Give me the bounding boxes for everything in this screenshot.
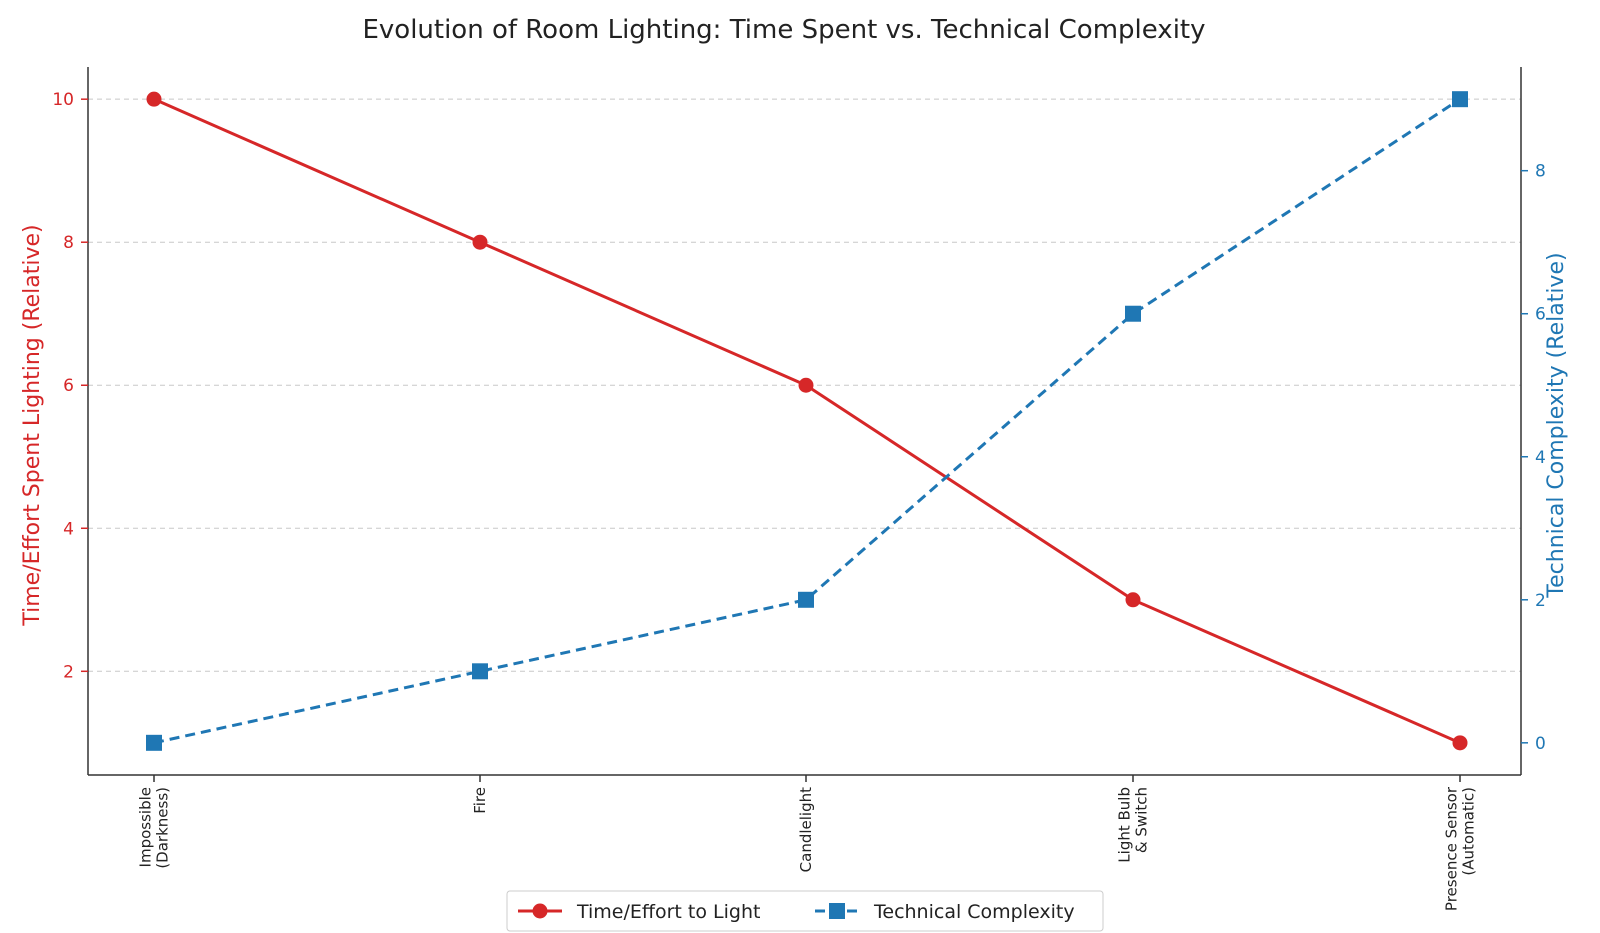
legend-label: Time/Effort to Light <box>576 901 760 923</box>
x-tick-label-line: (Darkness) <box>154 787 172 869</box>
y-right-tick-label: 0 <box>1535 734 1546 754</box>
data-point <box>146 734 162 751</box>
legend-item: Technical Complexity <box>815 901 1075 923</box>
y-left-tick-label: 10 <box>52 90 74 110</box>
ticks: 2 4 6 8 10 0 2 4 6 8 Impossible (Darkness) Fire Candl… <box>52 90 1545 911</box>
x-tick-label-line: (Automatic) <box>1460 787 1478 876</box>
legend-swatch-marker <box>532 903 548 919</box>
x-tick-label-line: Candlelight <box>797 787 815 872</box>
series-line <box>153 97 1461 745</box>
grid <box>88 98 1521 672</box>
data-point <box>1452 91 1468 108</box>
y-right-tick-label: 4 <box>1535 448 1546 468</box>
data-point <box>1452 735 1468 751</box>
y-left-tick-label: 2 <box>63 662 74 682</box>
x-tick-label-line: & Switch <box>1133 787 1151 853</box>
x-tick-label: Candlelight <box>797 787 815 872</box>
y-right-tick-label: 6 <box>1535 305 1546 325</box>
legend: Time/Effort to Light Technical Complexity <box>506 890 1104 932</box>
y-left-tick-label: 6 <box>63 376 74 396</box>
y-left-tick-label: 4 <box>63 519 74 539</box>
legend-swatch-marker <box>829 903 845 919</box>
x-tick-label-line: Light Bulb <box>1116 787 1134 863</box>
data-point <box>1125 305 1141 322</box>
x-tick-label-line: Impossible <box>137 787 155 867</box>
x-tick-label-line: Presence Sensor <box>1443 786 1461 911</box>
chart-title: Evolution of Room Lighting: Time Spent v… <box>362 15 1205 45</box>
y-right-tick-label: 8 <box>1535 162 1546 182</box>
data-point <box>1125 592 1141 608</box>
legend-label: Technical Complexity <box>873 901 1075 923</box>
x-tick-label: Light Bulb & Switch <box>1116 787 1151 863</box>
data-point <box>472 234 488 250</box>
data-point <box>146 91 162 107</box>
y-left-tick-label: 8 <box>63 233 74 253</box>
legend-item: Time/Effort to Light <box>518 901 760 923</box>
y-right-tick-label: 2 <box>1535 591 1546 611</box>
data-point <box>472 663 488 680</box>
y-axis-right-title: Technical Complexity (Relative) <box>1544 252 1569 598</box>
series-line <box>153 97 1461 745</box>
x-tick-label: Impossible (Darkness) <box>137 787 172 869</box>
axes <box>87 67 1522 776</box>
data-point <box>798 591 814 608</box>
legend-frame <box>506 890 1104 932</box>
data-point <box>798 377 814 393</box>
x-tick-label: Presence Sensor (Automatic) <box>1443 786 1478 911</box>
x-tick-label-line: Fire <box>471 787 489 814</box>
x-tick-label: Fire <box>471 787 489 814</box>
y-axis-left-title: Time/Effort Spent Lighting (Relative) <box>20 224 45 626</box>
series <box>146 91 1468 751</box>
